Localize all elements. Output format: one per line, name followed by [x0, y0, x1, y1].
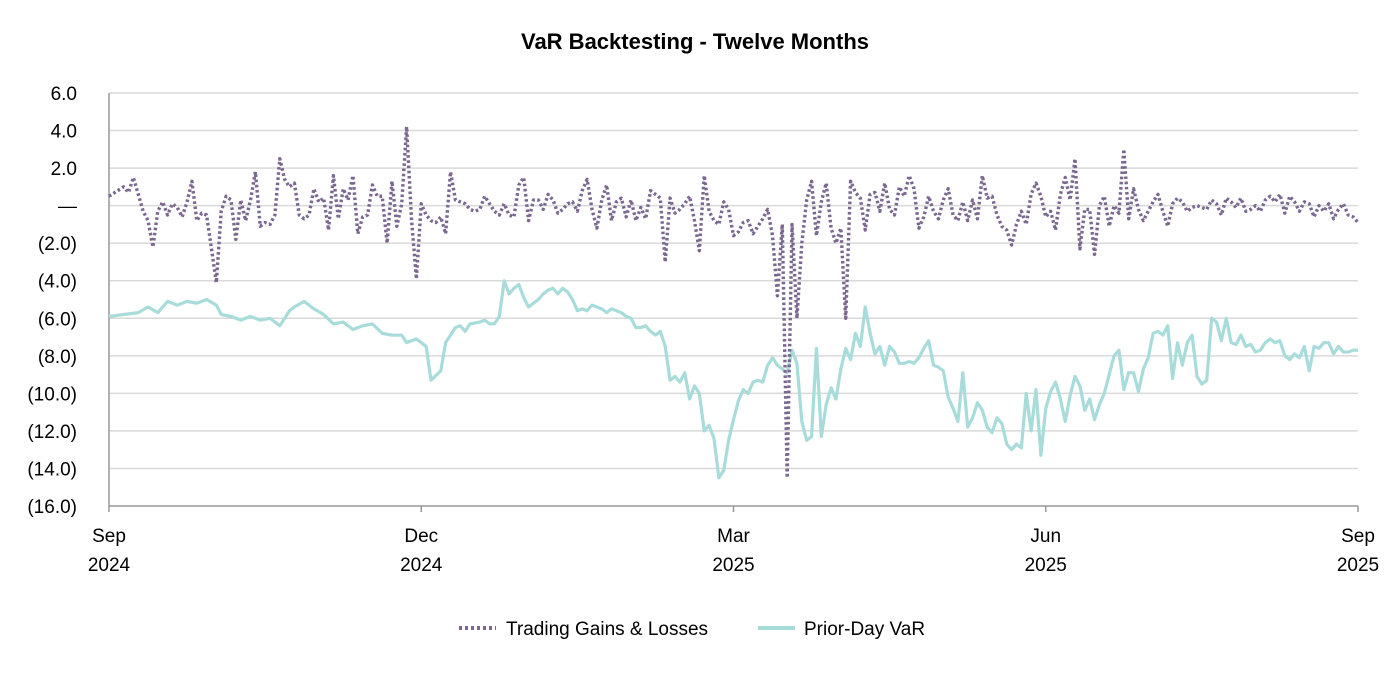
y-tick-label: (12.0)	[27, 422, 77, 443]
y-tick-label: (10.0)	[27, 384, 77, 405]
x-tick-month: Sep	[1341, 526, 1375, 547]
y-tick-label: (2.0)	[38, 234, 77, 255]
y-tick-label: (4.0)	[38, 272, 77, 293]
y-tick-label: 6.0	[51, 84, 77, 105]
series-line-prior-day-var	[108, 279, 1358, 480]
x-tick-month: Dec	[404, 526, 438, 547]
x-tick-year: 2025	[1025, 555, 1067, 576]
y-tick-label: 4.0	[51, 122, 77, 143]
series-line-trading-gains-losses	[108, 125, 1360, 480]
legend-item-prior-day-var: Prior-Day VaR	[758, 619, 925, 640]
y-axis: 6.0 4.0 2.0 — (2.0) (4.0) (6.0) (8.0) (10.0) (12.…	[27, 84, 110, 518]
x-tick-year: 2025	[1337, 555, 1379, 576]
gridlines	[109, 92, 1358, 470]
legend-item-trading-gains-losses: Trading Gains & Losses	[459, 619, 708, 640]
x-tick-month: Sep	[92, 526, 126, 547]
x-tick-month: Jun	[1030, 526, 1061, 547]
y-tick-label: (8.0)	[38, 347, 77, 368]
x-tick-year: 2024	[88, 555, 131, 576]
legend: Trading Gains & Losses Prior-Day VaR	[459, 619, 925, 640]
x-axis: Sep 2024 Dec 2024 Mar 2025 Jun 2025 Sep 2025	[88, 505, 1379, 576]
chart-title: VaR Backtesting - Twelve Months	[521, 29, 869, 54]
y-tick-label: —	[58, 197, 77, 218]
legend-label-trading-gains-losses: Trading Gains & Losses	[506, 619, 708, 640]
series-group	[108, 125, 1360, 480]
y-tick-label: 2.0	[51, 159, 77, 180]
legend-label-prior-day-var: Prior-Day VaR	[804, 619, 925, 640]
x-tick-year: 2024	[400, 555, 443, 576]
x-tick-year: 2025	[712, 555, 754, 576]
x-tick-month: Mar	[717, 526, 750, 547]
y-tick-label: (6.0)	[38, 309, 77, 330]
y-tick-label: (16.0)	[27, 497, 77, 518]
y-tick-label: (14.0)	[27, 459, 77, 480]
